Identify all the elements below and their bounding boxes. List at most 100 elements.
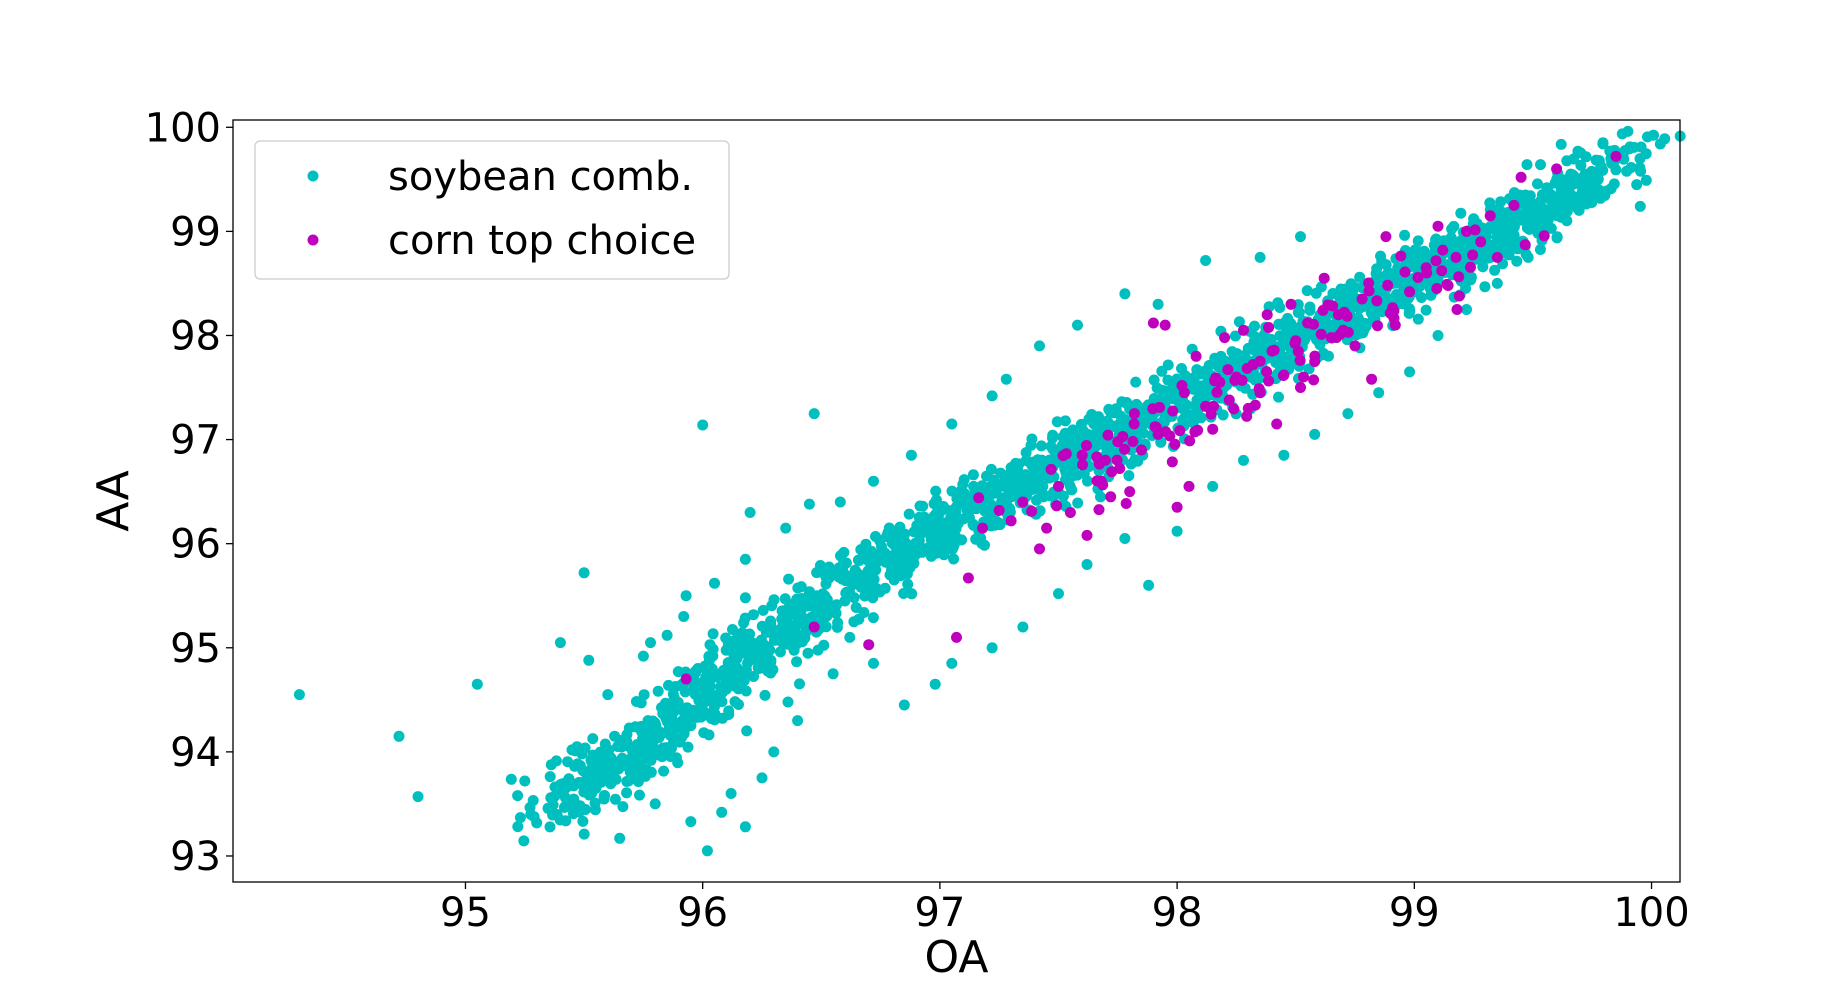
- corn-point: [1451, 304, 1463, 315]
- x-tick-label: 99: [1389, 890, 1440, 936]
- corn-point: [1176, 380, 1188, 391]
- soybean-point: [1375, 250, 1386, 262]
- y-tick-label: 99: [170, 209, 221, 255]
- soybean-point: [578, 828, 590, 840]
- soybean-point: [701, 845, 713, 857]
- corn-point: [1399, 266, 1411, 278]
- soybean-point: [1648, 129, 1659, 141]
- soybean-point: [930, 485, 942, 497]
- soybean-point: [1537, 202, 1549, 214]
- corn-point: [1064, 507, 1076, 518]
- soybean-point: [1162, 374, 1174, 386]
- soybean-point: [953, 493, 965, 505]
- soybean-point: [571, 741, 583, 753]
- y-tick-label: 100: [145, 105, 221, 151]
- soybean-point: [1011, 471, 1023, 483]
- soybean-point: [554, 637, 566, 649]
- soybean-point: [1465, 274, 1477, 286]
- soybean-point: [1485, 220, 1497, 232]
- soybean-point: [1495, 196, 1507, 208]
- soybean-point: [519, 775, 531, 787]
- soybean-point: [1494, 230, 1505, 242]
- soybean-point: [1004, 506, 1016, 518]
- soybean-point: [583, 654, 595, 666]
- corn-point: [1263, 322, 1275, 333]
- soybean-point: [733, 699, 744, 710]
- soybean-point: [919, 524, 931, 536]
- soybean-point: [1318, 347, 1329, 359]
- soybean-point: [505, 773, 517, 785]
- soybean-point: [881, 531, 892, 542]
- soybean-point: [605, 758, 617, 770]
- corn-point: [1102, 429, 1114, 441]
- soybean-point: [1130, 376, 1142, 388]
- soybean-point: [1380, 259, 1392, 271]
- soybean-point: [1197, 391, 1209, 403]
- soybean-point: [819, 590, 831, 602]
- soybean-point: [803, 498, 815, 510]
- corn-point: [1171, 501, 1183, 513]
- soybean-point: [888, 574, 900, 586]
- soybean-point: [293, 689, 305, 701]
- soybean-point: [739, 553, 751, 565]
- soybean-point: [1129, 454, 1141, 466]
- soybean-point: [792, 615, 804, 627]
- soybean-point: [1004, 482, 1016, 494]
- soybean-point: [698, 727, 710, 739]
- soybean-point: [1226, 346, 1238, 358]
- soybean-point: [1541, 182, 1553, 194]
- soybean-point: [1390, 289, 1402, 300]
- soybean-point: [752, 662, 764, 674]
- soybean-point: [1119, 414, 1131, 426]
- soybean-point: [919, 517, 931, 528]
- corn-point: [1371, 295, 1383, 307]
- corn-point: [951, 631, 962, 643]
- soybean-point: [1505, 235, 1516, 247]
- corn-point: [1294, 354, 1306, 366]
- corn-point: [1318, 272, 1330, 284]
- soybean-point: [947, 537, 959, 549]
- soybean-point: [1428, 239, 1440, 251]
- y-tick-label: 94: [170, 730, 221, 776]
- soybean-point: [580, 804, 591, 815]
- soybean-point: [602, 748, 614, 760]
- soybean-point: [1209, 352, 1221, 364]
- corn-point: [1366, 373, 1378, 385]
- soybean-point: [716, 806, 728, 818]
- soybean-point: [586, 754, 598, 766]
- soybean-point: [1035, 440, 1047, 452]
- corn-point: [1242, 402, 1254, 414]
- soybean-point: [780, 522, 792, 534]
- soybean-point: [986, 642, 998, 654]
- y-tick-label: 98: [170, 313, 221, 359]
- soybean-point: [1574, 179, 1586, 190]
- soybean-point: [518, 835, 530, 847]
- soybean-point: [1534, 244, 1546, 255]
- soybean-point: [580, 775, 592, 786]
- corn-point: [1298, 371, 1309, 383]
- soybean-point: [586, 763, 598, 775]
- soybean-point: [547, 809, 559, 821]
- soybean-point: [660, 742, 672, 754]
- soybean-point: [891, 530, 903, 542]
- corn-point: [1152, 428, 1164, 440]
- corn-point: [977, 522, 989, 534]
- corn-point: [1261, 309, 1273, 321]
- corn-point: [1228, 403, 1240, 415]
- legend: soybean comb. corn top choice: [254, 140, 730, 280]
- soybean-point: [1403, 307, 1415, 319]
- soybean-point: [1029, 462, 1041, 474]
- corn-point: [1219, 332, 1231, 344]
- soybean-point: [589, 804, 601, 816]
- soybean-point: [1412, 313, 1424, 325]
- corn-point: [1469, 224, 1481, 236]
- soybean-point: [578, 567, 590, 579]
- soybean-point: [1461, 304, 1472, 315]
- soybean-point: [1057, 490, 1069, 502]
- soybean-point: [666, 710, 678, 722]
- corn-point: [1184, 435, 1196, 447]
- corn-point: [1461, 225, 1472, 237]
- soybean-point: [883, 522, 895, 534]
- soybean-point: [808, 408, 820, 420]
- soybean-point: [1640, 174, 1652, 186]
